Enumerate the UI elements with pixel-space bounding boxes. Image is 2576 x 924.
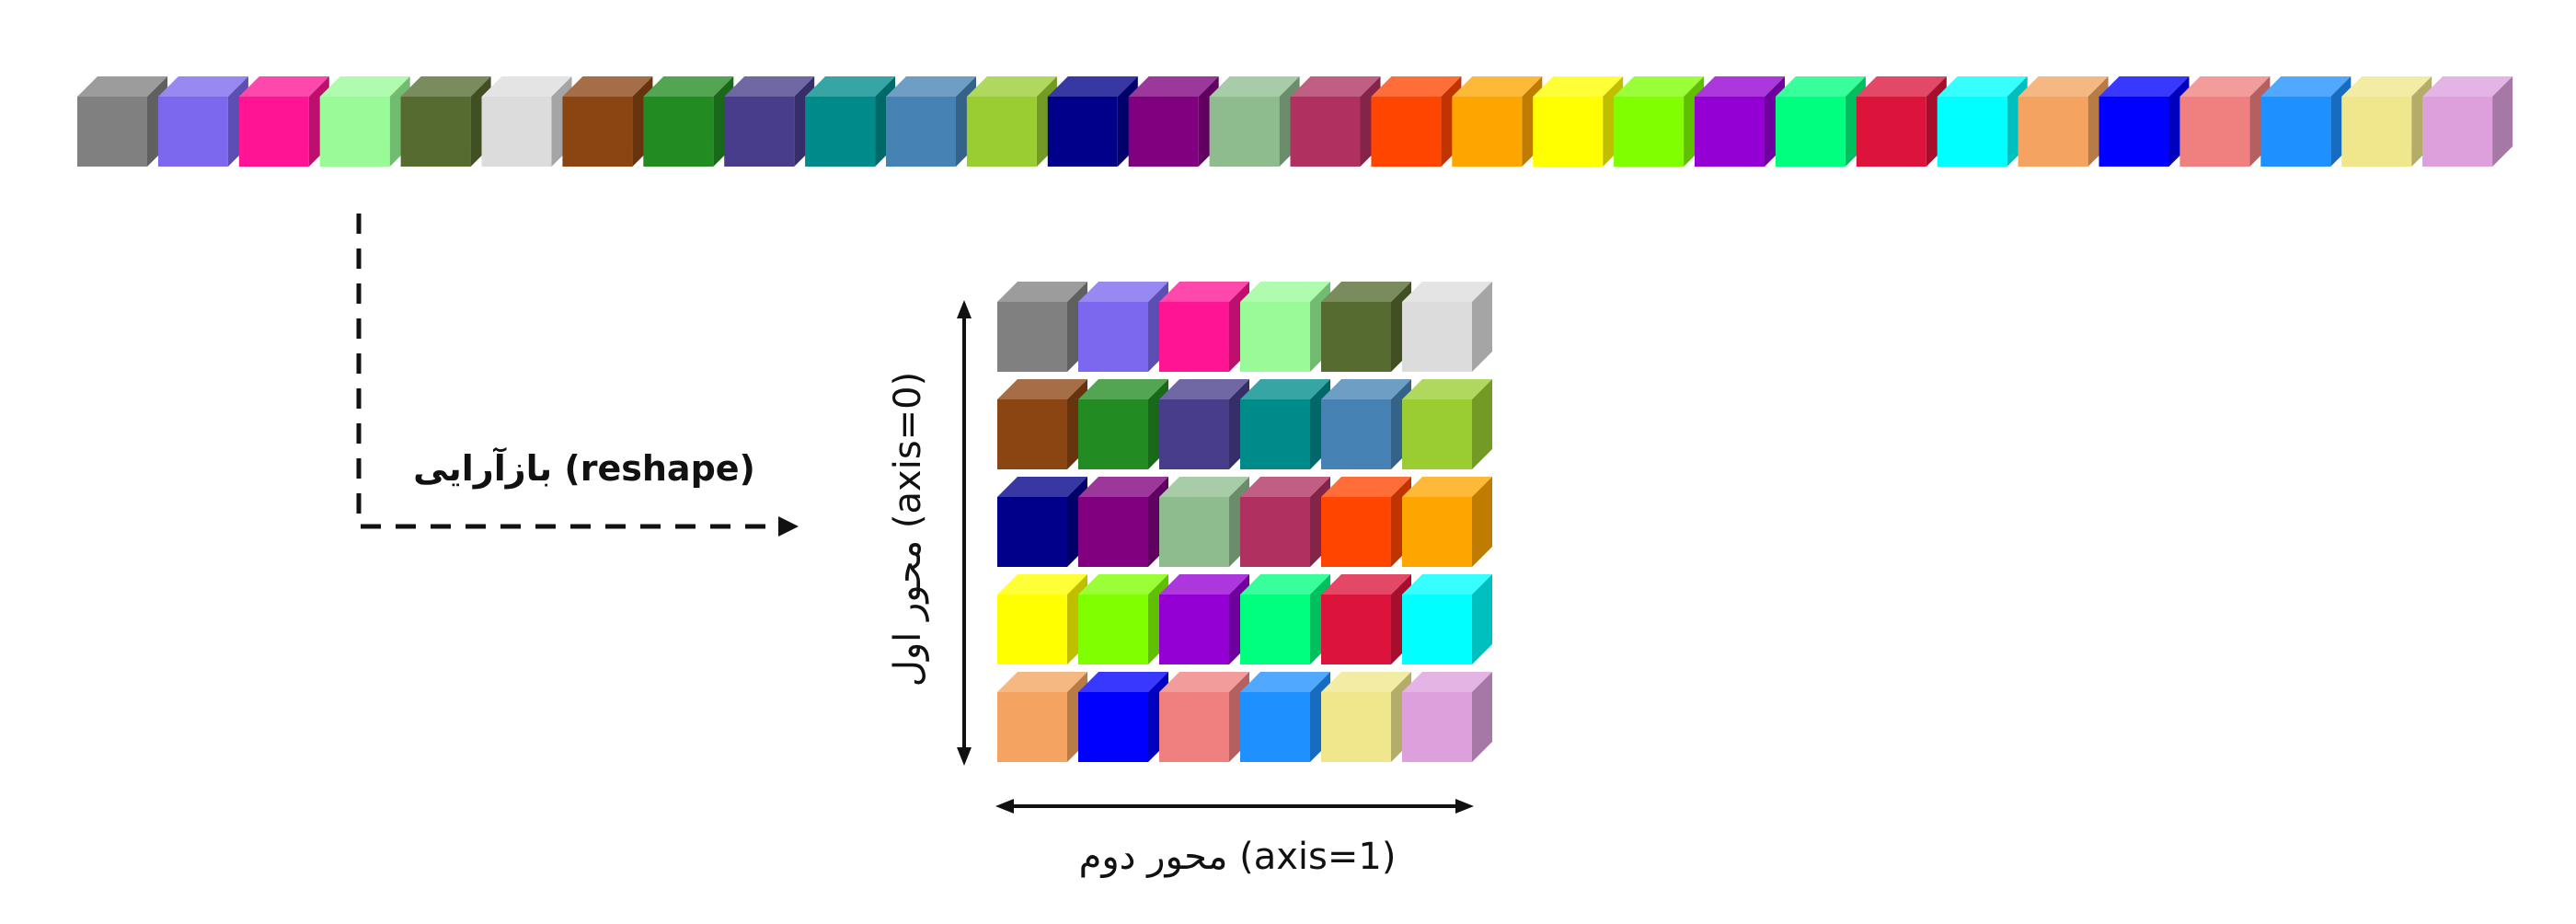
flat-cube — [724, 76, 815, 167]
reshape-arrow — [356, 214, 799, 537]
flat-cube — [2018, 76, 2109, 167]
flat-cube — [481, 76, 572, 167]
flat-cube — [1695, 76, 1785, 167]
grid-cube — [1402, 379, 1492, 469]
grid-cube — [1240, 672, 1330, 762]
grid-cube — [1159, 282, 1249, 372]
grid-cube — [1240, 477, 1330, 567]
axis0-arrow — [957, 300, 972, 766]
flat-cube — [1290, 76, 1381, 167]
grid-cube — [1402, 477, 1492, 567]
flat-cube — [805, 76, 896, 167]
axis1-arrow — [995, 799, 1474, 814]
flat-cube — [1128, 76, 1219, 167]
grid-cube — [1159, 574, 1249, 664]
grid-cube — [1078, 574, 1168, 664]
reshaped-grid — [997, 282, 1492, 762]
flat-cube — [1856, 76, 1947, 167]
flat-cube — [1614, 76, 1705, 167]
grid-cube — [1402, 672, 1492, 762]
grid-cube — [1321, 477, 1411, 567]
grid-cube — [1078, 477, 1168, 567]
flat-cube — [1452, 76, 1543, 167]
flat-cube — [2179, 76, 2271, 167]
grid-cube — [1240, 282, 1330, 372]
flat-cube — [1047, 76, 1138, 167]
grid-cube — [997, 477, 1087, 567]
flat-cube — [2422, 76, 2513, 167]
grid-cube — [1159, 477, 1249, 567]
grid-cube — [997, 574, 1087, 664]
flat-cube — [1533, 76, 1624, 167]
flat-array-row — [77, 76, 2513, 167]
flat-cube — [1209, 76, 1300, 167]
grid-cube — [1321, 574, 1411, 664]
grid-cube — [1159, 672, 1249, 762]
grid-cube — [1321, 672, 1411, 762]
flat-cube — [966, 76, 1057, 167]
grid-cube — [1078, 282, 1168, 372]
flat-cube — [2099, 76, 2190, 167]
flat-cube — [1937, 76, 2028, 167]
grid-cube — [997, 379, 1087, 469]
grid-cube — [997, 282, 1087, 372]
grid-cube — [997, 672, 1087, 762]
grid-cube — [1321, 282, 1411, 372]
flat-cube — [2260, 76, 2352, 167]
grid-cube — [1240, 379, 1330, 469]
grid-cube — [1402, 574, 1492, 664]
grid-cube — [1078, 672, 1168, 762]
grid-cube — [1078, 379, 1168, 469]
grid-cube — [1159, 379, 1249, 469]
axis1-label: محور دوم (axis=1) — [1079, 836, 1397, 878]
axis0-label: محور اول (axis=0) — [887, 372, 929, 687]
reshape-label: بازآرایی (reshape) — [413, 446, 755, 489]
flat-cube — [157, 76, 248, 167]
flat-cube — [77, 76, 167, 167]
grid-cube — [1240, 574, 1330, 664]
grid-cube — [1321, 379, 1411, 469]
grid-cube — [1402, 282, 1492, 372]
flat-cube — [2341, 76, 2432, 167]
flat-cube — [1371, 76, 1462, 167]
flat-cube — [1775, 76, 1866, 167]
flat-cube — [400, 76, 491, 167]
flat-cube — [238, 76, 329, 167]
flat-cube — [319, 76, 410, 167]
flat-cube — [643, 76, 734, 167]
flat-cube — [562, 76, 653, 167]
flat-cube — [886, 76, 976, 167]
